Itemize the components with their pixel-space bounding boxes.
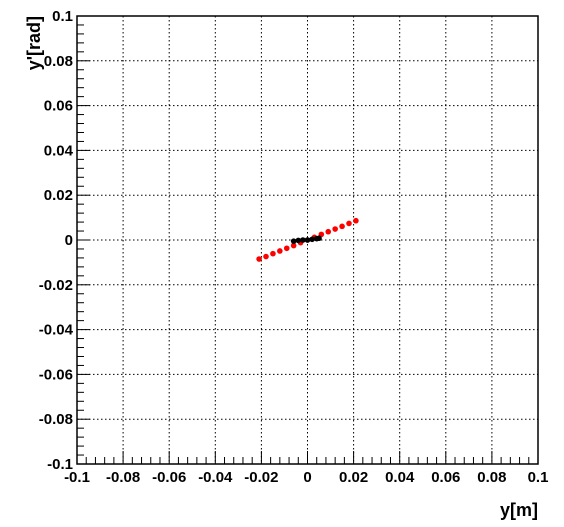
data-point bbox=[300, 237, 306, 243]
data-point bbox=[270, 250, 276, 257]
axis-ticks bbox=[76, 15, 539, 465]
x-tick-label: -0.04 bbox=[198, 469, 233, 486]
x-tick-label: 0.08 bbox=[477, 469, 506, 486]
y-tick-label: -0.04 bbox=[39, 322, 74, 339]
x-tick-label: 0 bbox=[303, 469, 311, 486]
x-tick-label: 0.02 bbox=[339, 469, 368, 486]
data-point bbox=[325, 228, 332, 235]
data-point bbox=[304, 237, 311, 243]
x-axis-title: y[m] bbox=[500, 500, 538, 520]
x-tick-label: 0.1 bbox=[528, 469, 549, 486]
data-point bbox=[290, 242, 297, 249]
data-point bbox=[346, 220, 352, 227]
y-tick-label: -0.02 bbox=[39, 277, 73, 294]
data-point bbox=[283, 245, 290, 252]
data-point bbox=[353, 217, 359, 224]
y-tick-label: 0 bbox=[65, 232, 73, 249]
x-tick-label: -0.02 bbox=[244, 469, 278, 486]
data-point bbox=[295, 237, 302, 244]
grid-lines bbox=[77, 16, 538, 464]
y-tick-label: -0.08 bbox=[39, 411, 73, 428]
y-tick-label: 0.08 bbox=[44, 53, 73, 70]
data-point bbox=[309, 236, 315, 243]
data-point bbox=[256, 256, 262, 262]
x-tick-label: -0.1 bbox=[64, 469, 90, 486]
y-tick-label: 0.06 bbox=[44, 98, 73, 115]
data-point bbox=[316, 235, 322, 242]
y-tick-label: -0.1 bbox=[47, 456, 73, 473]
x-tick-label: 0.06 bbox=[431, 469, 460, 486]
y-tick-label: 0.02 bbox=[44, 187, 73, 204]
y-axis-title: y'[rad] bbox=[24, 16, 44, 70]
data-point bbox=[263, 253, 269, 260]
y-tick-labels: -0.1 -0.08 -0.06 -0.04 -0.02 0 0.02 0.04 0.06 0.0… bbox=[39, 8, 74, 473]
x-tick-label: 0.04 bbox=[385, 469, 415, 486]
data-point bbox=[339, 223, 345, 230]
x-tick-labels: -0.1 -0.08 -0.06 -0.04 -0.02 0 0.02 0.04 0.06 0.0… bbox=[64, 469, 548, 486]
y-tick-label: 0.04 bbox=[44, 142, 74, 159]
y-tick-label: -0.06 bbox=[39, 366, 73, 383]
data-point bbox=[332, 226, 338, 232]
y-tick-label: 0.1 bbox=[52, 8, 73, 25]
x-tick-label: -0.08 bbox=[106, 469, 140, 486]
data-point bbox=[277, 248, 283, 254]
data-points bbox=[256, 217, 359, 262]
data-point bbox=[290, 238, 297, 244]
x-tick-label: -0.06 bbox=[152, 469, 186, 486]
